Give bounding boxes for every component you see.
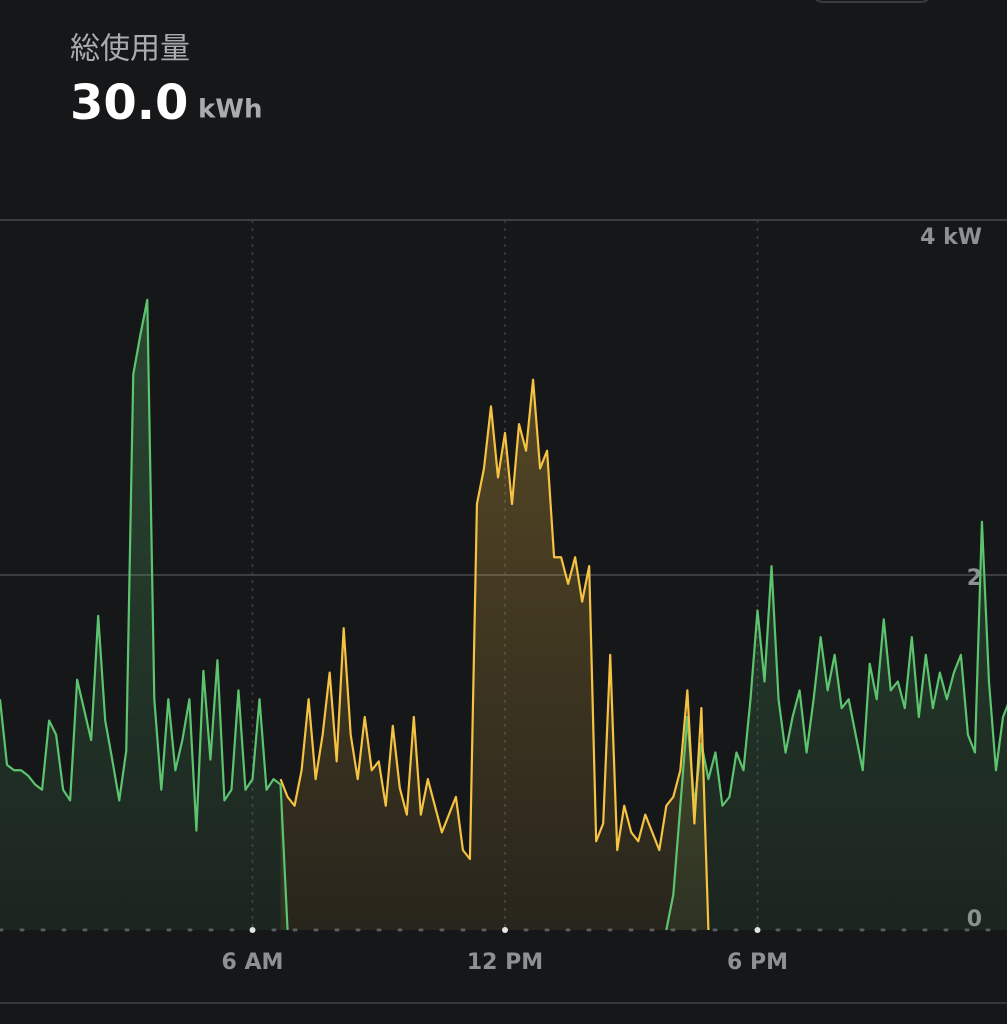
x-tick-label: 6 PM bbox=[727, 950, 788, 975]
line bbox=[279, 378, 710, 931]
y-tick-label: 4 kW bbox=[920, 225, 982, 250]
total-unit: kWh bbox=[198, 95, 262, 125]
x-tick-label: 12 PM bbox=[467, 950, 543, 975]
header-title: 総使用量 bbox=[70, 32, 190, 67]
x-tick-label: 6 AM bbox=[222, 950, 284, 975]
total-value: 30.0 bbox=[70, 75, 188, 131]
tab-pill[interactable] bbox=[812, 0, 932, 3]
y-tick-label: 2 bbox=[967, 566, 982, 591]
area bbox=[0, 299, 1007, 930]
line bbox=[0, 298, 1007, 931]
